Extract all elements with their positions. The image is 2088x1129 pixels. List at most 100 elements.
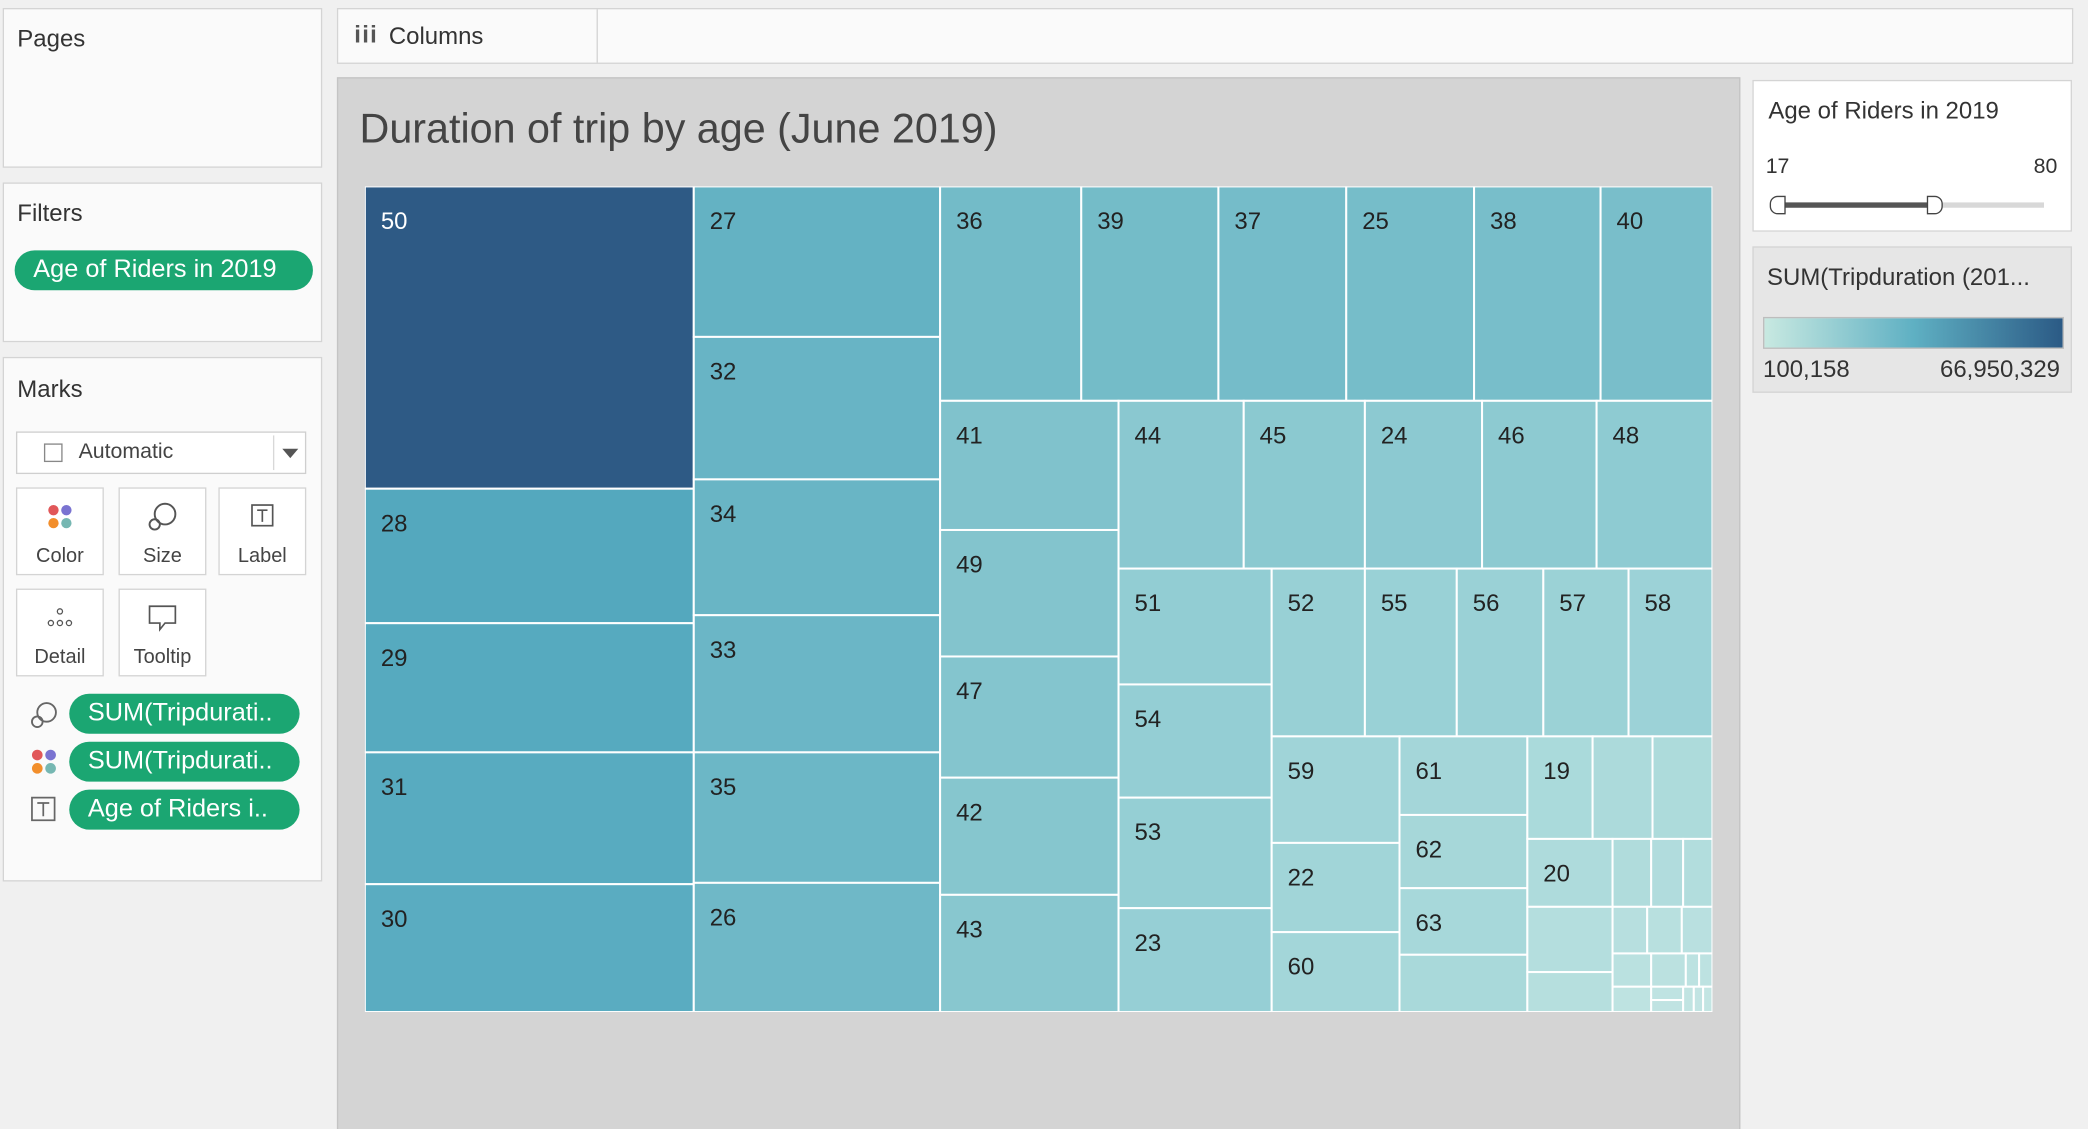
treemap-cell-45[interactable] [1242,399,1366,570]
color-legend-max-label: 66,950,329 [1940,355,2060,383]
treemap-cell-label: 38 [1490,208,1517,235]
treemap-cell-55[interactable] [1363,567,1458,738]
treemap-cell-50[interactable] [364,186,695,490]
detail-button[interactable]: Detail [15,588,104,677]
treemap-cell[interactable] [1682,837,1713,908]
treemap-cell-49[interactable] [939,528,1120,658]
treemap-cell-label: 36 [956,208,983,235]
treemap-cell-31[interactable] [364,751,695,886]
treemap-cell-47[interactable] [939,655,1120,779]
treemap-cell[interactable] [1526,905,1614,974]
treemap-cell-63[interactable] [1398,887,1529,956]
label-button[interactable]: Label [218,487,307,576]
treemap-cell-52[interactable] [1270,567,1366,738]
marks-pill-color[interactable]: SUM(Tripdurati.. [69,741,300,782]
color-dots-icon [31,749,56,774]
treemap-cell-label: 50 [381,208,408,235]
treemap-cell-37[interactable] [1217,186,1348,402]
slider-handle-max[interactable] [1926,195,1943,215]
treemap-cell-label: 37 [1234,208,1261,235]
treemap-cell[interactable] [1680,905,1713,955]
text-box-icon [251,504,274,527]
treemap-cell-label: 52 [1288,590,1315,617]
marks-pill-size[interactable]: SUM(Tripdurati.. [69,693,300,734]
treemap-cell[interactable] [1646,905,1683,955]
treemap-cell-25[interactable] [1345,186,1476,402]
mark-type-icon [43,443,63,463]
columns-shelf-label: Columns [388,22,484,50]
treemap-cell-19[interactable] [1526,735,1594,840]
treemap-cell-53[interactable] [1117,796,1273,910]
treemap-cell[interactable] [1684,952,1701,988]
treemap-cell[interactable] [1398,953,1529,1013]
treemap-cell-20[interactable] [1526,837,1614,908]
treemap-cell[interactable] [1698,952,1713,988]
treemap-cell-46[interactable] [1481,399,1598,570]
treemap[interactable]: 50 28 29 31 30 27 32 34 33 35 26 36 39 37 25 38 40 41 49 47… [364,186,1713,1013]
treemap-cell-28[interactable] [364,487,695,625]
size-button-label: Size [143,544,182,568]
treemap-cell-26[interactable] [692,881,942,1013]
treemap-cell-57[interactable] [1542,567,1630,738]
treemap-cell-label: 20 [1543,861,1570,888]
treemap-cell-42[interactable] [939,776,1120,896]
treemap-cell-51[interactable] [1117,567,1273,686]
treemap-cell-label: 24 [1381,422,1408,449]
treemap-cell-30[interactable] [364,883,695,1013]
tooltip-button[interactable]: Tooltip [118,588,207,677]
treemap-cell[interactable] [1650,952,1687,988]
treemap-cell-32[interactable] [692,335,942,481]
treemap-cell-43[interactable] [939,893,1120,1013]
treemap-cell[interactable] [1611,952,1653,988]
color-button[interactable]: Color [15,487,104,576]
mark-type-label: Automatic [78,440,174,464]
treemap-cell-23[interactable] [1117,907,1273,1013]
size-lasso-icon [148,502,177,531]
marks-pill-label[interactable]: Age of Riders i.. [69,789,300,830]
treemap-cell-29[interactable] [364,622,695,754]
slider-handle-min[interactable] [1769,195,1786,215]
treemap-cell-33[interactable] [692,614,942,754]
chevron-down-icon[interactable] [282,448,299,459]
treemap-cell[interactable] [1611,985,1653,1013]
size-button[interactable]: Size [118,487,207,576]
treemap-cell[interactable] [1682,985,1695,1013]
treemap-cell-44[interactable] [1117,399,1245,570]
treemap-cell-label: 53 [1135,819,1162,846]
marks-card-title: Marks [17,375,83,403]
treemap-cell[interactable] [1650,837,1685,908]
treemap-cell[interactable] [1692,985,1705,1013]
treemap-cell-54[interactable] [1117,683,1273,799]
treemap-cell[interactable] [1611,837,1653,908]
treemap-cell-61[interactable] [1398,735,1529,816]
treemap-cell-58[interactable] [1627,567,1713,738]
treemap-cell-41[interactable] [939,399,1120,531]
treemap-cell[interactable] [1591,735,1654,840]
mark-type-dropdown[interactable]: Automatic [15,431,307,475]
treemap-cell-38[interactable] [1473,186,1602,402]
filter-pill-age[interactable]: Age of Riders in 2019 [14,250,313,291]
treemap-cell-label: 48 [1613,422,1640,449]
treemap-cell-label: 54 [1135,706,1162,733]
treemap-cell[interactable] [1651,735,1713,840]
treemap-cell-39[interactable] [1080,186,1220,402]
treemap-cell-label: 42 [956,799,983,826]
treemap-cell-24[interactable] [1363,399,1484,570]
treemap-cell-35[interactable] [692,751,942,884]
treemap-cell-label: 29 [381,645,408,672]
treemap-cell[interactable] [1650,985,1685,1002]
treemap-cell-62[interactable] [1398,813,1529,890]
treemap-cell[interactable] [1526,971,1614,1013]
treemap-cell[interactable] [1702,985,1713,1013]
treemap-cell-60[interactable] [1270,931,1401,1013]
columns-shelf[interactable]: iii Columns [336,7,2074,64]
treemap-cell[interactable] [1611,905,1649,955]
treemap-cell-48[interactable] [1595,399,1713,570]
treemap-cell-40[interactable] [1599,186,1713,402]
treemap-cell[interactable] [1650,999,1685,1013]
treemap-cell-59[interactable] [1270,735,1401,844]
treemap-cell-56[interactable] [1455,567,1545,738]
treemap-cell-label: 39 [1097,208,1124,235]
treemap-cell-34[interactable] [692,478,942,617]
detail-button-label: Detail [34,645,86,669]
